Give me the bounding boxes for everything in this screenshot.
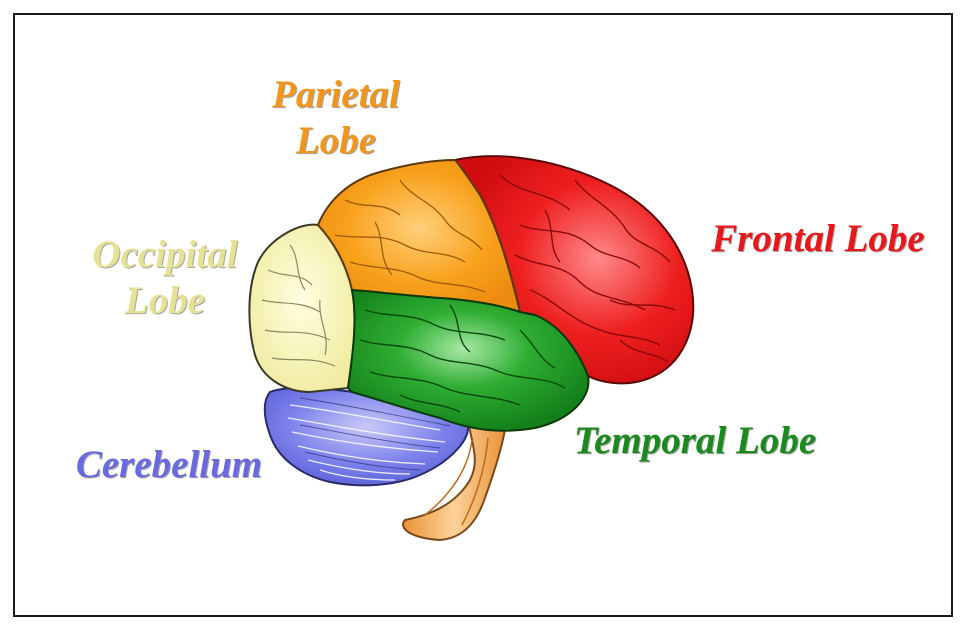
temporal-lobe-label: Temporal Lobe xyxy=(573,419,817,462)
occipital-lobe-label: Occipital Lobe xyxy=(60,232,270,324)
parietal-label-line2: Lobe xyxy=(295,119,377,162)
parietal-label-line1: Parietal xyxy=(272,73,400,116)
frontal-lobe-label: Frontal Lobe xyxy=(711,217,925,260)
brainstem xyxy=(402,418,507,542)
occipital-label-line2: Lobe xyxy=(124,279,206,322)
parietal-lobe-label: Parietal Lobe xyxy=(236,72,436,164)
cerebellum-label: Cerebellum xyxy=(75,443,263,486)
occipital-label-line1: Occipital xyxy=(92,233,238,276)
temporal-lobe xyxy=(346,288,590,432)
occipital-lobe xyxy=(248,223,356,394)
